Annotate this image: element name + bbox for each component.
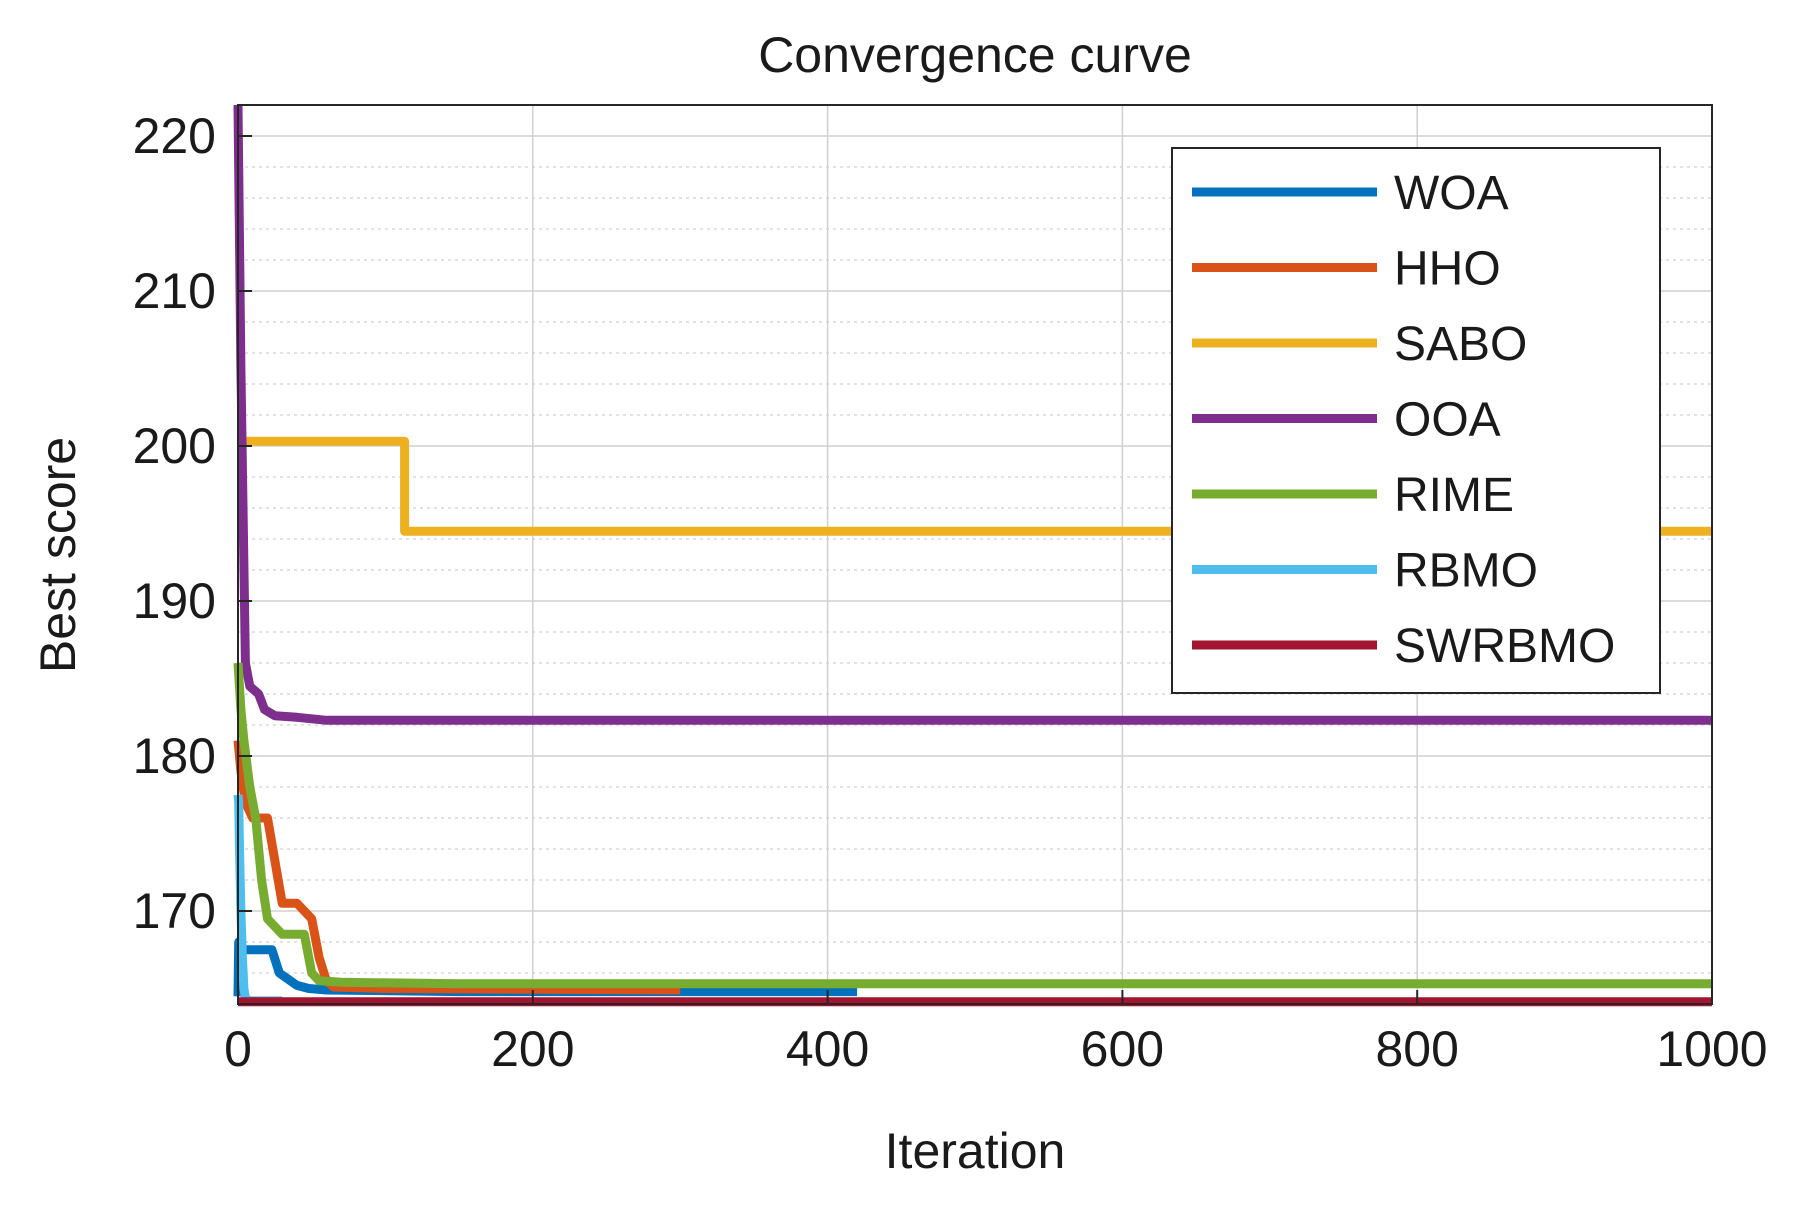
x-tick-label: 1000 [1656, 1021, 1767, 1077]
y-tick-label: 200 [133, 418, 216, 474]
plot-frame [237, 104, 1713, 1005]
x-tick-label: 0 [224, 1021, 252, 1077]
legend: WOA HHO SABO OOA RIME RBMO SWRBMO [1171, 147, 1661, 694]
series-line-hho [233, 740, 681, 995]
x-tick-label: 600 [1081, 1021, 1164, 1077]
y-tick-label: 190 [133, 573, 216, 629]
y-tick-label: 170 [133, 883, 216, 939]
y-tick-label: 180 [133, 728, 216, 784]
series-line-ooa [233, 104, 1712, 725]
x-axis-label: Iteration [885, 1123, 1066, 1179]
series-line-rime [233, 662, 1712, 989]
series-group [233, 104, 1712, 1007]
legend-label-ooa: OOA [1394, 394, 1501, 447]
y-tick-label: 210 [133, 263, 216, 319]
legend-label-rime: RIME [1394, 469, 1514, 522]
x-tick-label: 800 [1375, 1021, 1458, 1077]
chart-title: Convergence curve [758, 27, 1192, 83]
legend-label-sabo: SABO [1394, 318, 1527, 371]
y-axis-label: Best score [30, 437, 86, 673]
legend-label-swrbmo: SWRBMO [1394, 620, 1615, 673]
plot-layer: 0 200 400 600 800 1000 170 180 190 200 210 220 WOA HH… [133, 104, 1768, 1077]
legend-label-hho: HHO [1394, 243, 1501, 296]
tick-labels: 0 200 400 600 800 1000 170 180 190 200 210 220 [133, 108, 1768, 1077]
series-line-sabo [238, 436, 1712, 536]
y-tick-label: 220 [133, 108, 216, 164]
x-tick-label: 200 [491, 1021, 574, 1077]
x-tick-label: 400 [786, 1021, 869, 1077]
legend-label-woa: WOA [1394, 167, 1509, 220]
legend-label-rbmo: RBMO [1394, 545, 1538, 598]
